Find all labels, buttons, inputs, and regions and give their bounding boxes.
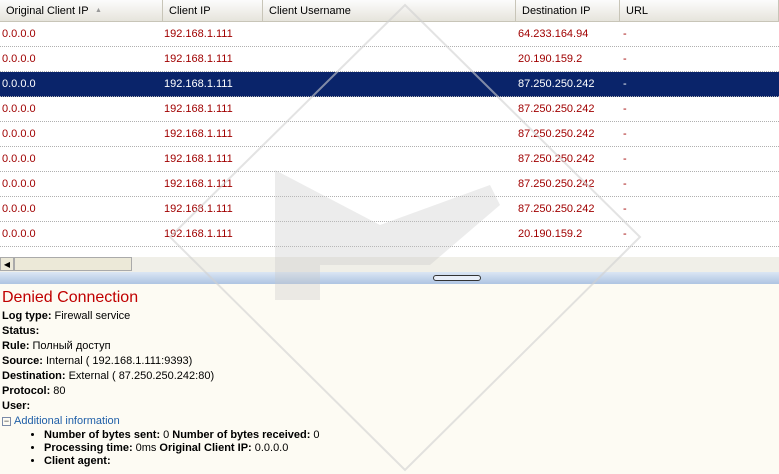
item-label: Number of bytes sent: bbox=[44, 429, 161, 441]
additional-label: Additional information bbox=[14, 415, 120, 427]
details-fields: Log type: Firewall service Status: Rule: Пол… bbox=[2, 309, 777, 414]
cell: - bbox=[623, 178, 627, 190]
column-header[interactable]: Client IP bbox=[163, 0, 263, 21]
additional-toggle[interactable]: − Additional information bbox=[2, 415, 120, 427]
field: Protocol: 80 bbox=[2, 384, 777, 399]
cell: 0.0.0.0 bbox=[2, 28, 36, 40]
item-value: 0 bbox=[313, 429, 320, 441]
field-label: Rule: bbox=[2, 340, 30, 352]
cell: 192.168.1.111 bbox=[164, 228, 233, 240]
column-header[interactable]: Original Client IP ▲ bbox=[0, 0, 163, 21]
field-value: Internal ( 192.168.1.111:9393) bbox=[45, 355, 193, 367]
cell: - bbox=[623, 78, 627, 90]
field-label: Status: bbox=[2, 325, 40, 337]
scroll-left[interactable]: ◀ bbox=[0, 257, 14, 271]
cell: - bbox=[623, 28, 627, 40]
field: Rule: Полный доступ bbox=[2, 339, 777, 354]
cell: 192.168.1.111 bbox=[164, 203, 233, 215]
cell: - bbox=[623, 103, 627, 115]
column-header[interactable]: Client Username bbox=[263, 0, 516, 21]
cell: - bbox=[623, 153, 627, 165]
column-header[interactable]: Destination IP bbox=[516, 0, 620, 21]
cell: 64.233.164.94 bbox=[518, 28, 589, 40]
table-header: Original Client IP ▲ Client IP Client Usern… bbox=[0, 0, 779, 22]
collapse-button[interactable] bbox=[433, 275, 481, 281]
cell: 20.190.159.2 bbox=[518, 53, 583, 65]
cell: 0.0.0.0 bbox=[2, 128, 36, 140]
item-value: 0ms bbox=[135, 442, 157, 454]
field-value: Firewall service bbox=[54, 310, 131, 322]
cell: - bbox=[623, 128, 627, 140]
cell: 87.250.250.242 bbox=[518, 128, 595, 140]
cell: 192.168.1.111 bbox=[164, 78, 233, 90]
table-row[interactable]: 0.0.0.0 192.168.1.111 20.190.159.2 - bbox=[0, 222, 779, 247]
log-table: 0.0.0.0 192.168.1.111 64.233.164.94-0.0.0.… bbox=[0, 22, 779, 257]
field-value: 80 bbox=[53, 385, 66, 397]
cell: 192.168.1.111 bbox=[164, 128, 233, 140]
item-label: Original Client IP: bbox=[159, 442, 252, 454]
sort-arrow: ▲ bbox=[95, 7, 102, 14]
cell: 192.168.1.111 bbox=[164, 103, 233, 115]
cell: 87.250.250.242 bbox=[518, 78, 595, 90]
column-header[interactable]: URL bbox=[620, 0, 779, 21]
field-label: User: bbox=[2, 400, 31, 412]
table-row[interactable]: 0.0.0.0 192.168.1.111 87.250.250.242 - bbox=[0, 147, 779, 172]
item-label: Number of bytes received: bbox=[172, 429, 311, 441]
cell: 87.250.250.242 bbox=[518, 103, 595, 115]
field: Log type: Firewall service bbox=[2, 309, 777, 324]
field-label: Destination: bbox=[2, 370, 66, 382]
item-label: Client agent: bbox=[44, 455, 111, 467]
cell: 192.168.1.111 bbox=[164, 53, 233, 65]
cell: 192.168.1.111 bbox=[164, 178, 233, 190]
cell: 87.250.250.242 bbox=[518, 153, 595, 165]
table-row[interactable]: 0.0.0.0 192.168.1.111 87.250.250.242 - bbox=[0, 97, 779, 122]
cell: 0.0.0.0 bbox=[2, 53, 36, 65]
cell: 0.0.0.0 bbox=[2, 103, 36, 115]
field-label: Protocol: bbox=[2, 385, 51, 397]
field-label: Source: bbox=[2, 355, 43, 367]
cell: 0.0.0.0 bbox=[2, 203, 36, 215]
cell: - bbox=[623, 203, 627, 215]
field-value: External ( 87.250.250.242:80) bbox=[68, 370, 215, 382]
splitter[interactable] bbox=[0, 272, 779, 284]
horizontal-scrollbar[interactable]: ◀ bbox=[0, 257, 779, 272]
table-row[interactable]: 0.0.0.0 192.168.1.111 20.190.159.2 - bbox=[0, 47, 779, 72]
table-row[interactable]: 0.0.0.0 192.168.1.111 64.233.164.94 - bbox=[0, 22, 779, 47]
table-row[interactable]: 0.0.0.0 192.168.1.111 87.250.250.242 - bbox=[0, 172, 779, 197]
item-value: 0.0.0.0 bbox=[254, 442, 289, 454]
details-pane: Denied Connection Log type: Firewall serv… bbox=[0, 284, 779, 474]
field: Source: Internal ( 192.168.1.111:9393) bbox=[2, 354, 777, 369]
cell: - bbox=[623, 53, 627, 65]
item-label: Processing time: bbox=[44, 442, 133, 454]
table-row[interactable]: 0.0.0.0 192.168.1.111 87.250.250.242 - bbox=[0, 72, 779, 97]
cell: - bbox=[623, 228, 627, 240]
scroll-thumb[interactable] bbox=[14, 257, 132, 271]
field: User: bbox=[2, 399, 777, 414]
item-value: 0 bbox=[163, 429, 170, 441]
cell: 87.250.250.242 bbox=[518, 203, 595, 215]
table-row[interactable]: 0.0.0.0 192.168.1.111 87.250.250.242 - bbox=[0, 197, 779, 222]
cell: 87.250.250.242 bbox=[518, 178, 595, 190]
field: Status: bbox=[2, 324, 777, 339]
cell: 0.0.0.0 bbox=[2, 153, 36, 165]
cell: 0.0.0.0 bbox=[2, 178, 36, 190]
cell: 0.0.0.0 bbox=[2, 78, 36, 90]
additional-item: Client agent: bbox=[44, 455, 777, 468]
field-value: Полный доступ bbox=[32, 340, 111, 352]
field: Destination: External ( 87.250.250.242:80… bbox=[2, 369, 777, 384]
cell: 20.190.159.2 bbox=[518, 228, 583, 240]
cell: 0.0.0.0 bbox=[2, 228, 36, 240]
table-row[interactable]: 0.0.0.0 192.168.1.111 87.250.250.242 - bbox=[0, 122, 779, 147]
details-title: Denied Connection bbox=[2, 289, 139, 306]
cell: 192.168.1.111 bbox=[164, 153, 233, 165]
cell: 192.168.1.111 bbox=[164, 28, 233, 40]
field-label: Log type: bbox=[2, 310, 52, 322]
